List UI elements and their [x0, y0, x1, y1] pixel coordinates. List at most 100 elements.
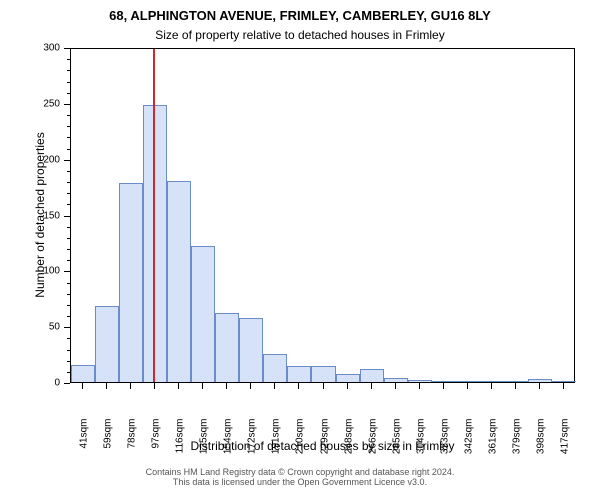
x-tick — [130, 383, 131, 389]
y-minor-tick — [67, 193, 70, 194]
bar — [263, 354, 287, 382]
x-tick-label: 398sqm — [535, 419, 546, 469]
y-tick-label: 100 — [30, 266, 60, 277]
x-tick — [250, 383, 251, 389]
y-minor-tick — [67, 182, 70, 183]
y-minor-tick — [67, 59, 70, 60]
x-tick-label: 210sqm — [295, 419, 306, 469]
y-tick-label: 0 — [30, 378, 60, 389]
bar — [287, 366, 311, 382]
x-tick — [515, 383, 516, 389]
x-tick-label: 323sqm — [439, 419, 450, 469]
bar — [336, 374, 360, 382]
x-tick-label: 191sqm — [271, 419, 282, 469]
plot-area — [70, 48, 575, 383]
x-tick — [371, 383, 372, 389]
y-tick-label: 250 — [30, 98, 60, 109]
x-tick — [467, 383, 468, 389]
y-minor-tick — [67, 126, 70, 127]
y-tick — [64, 104, 70, 105]
bar — [528, 379, 552, 382]
x-tick-label: 248sqm — [343, 419, 354, 469]
bar — [456, 381, 480, 382]
y-tick — [64, 216, 70, 217]
x-tick — [274, 383, 275, 389]
bar — [552, 381, 576, 382]
x-tick — [202, 383, 203, 389]
x-tick-label: 41sqm — [79, 419, 90, 469]
x-tick — [347, 383, 348, 389]
x-tick-label: 379sqm — [511, 419, 522, 469]
y-minor-tick — [67, 260, 70, 261]
y-minor-tick — [67, 316, 70, 317]
y-minor-tick — [67, 350, 70, 351]
x-tick-label: 154sqm — [223, 419, 234, 469]
x-tick — [106, 383, 107, 389]
y-minor-tick — [67, 149, 70, 150]
y-minor-tick — [67, 93, 70, 94]
chart-title: 68, ALPHINGTON AVENUE, FRIMLEY, CAMBERLE… — [0, 8, 600, 23]
chart-subtitle: Size of property relative to detached ho… — [0, 28, 600, 42]
x-tick — [491, 383, 492, 389]
x-tick — [539, 383, 540, 389]
footer-credit: Contains HM Land Registry data © Crown c… — [0, 467, 600, 487]
bar — [432, 381, 456, 382]
y-minor-tick — [67, 283, 70, 284]
bar — [95, 306, 119, 382]
x-tick — [563, 383, 564, 389]
y-minor-tick — [67, 227, 70, 228]
y-minor-tick — [67, 338, 70, 339]
x-tick-label: 97sqm — [151, 419, 162, 469]
bar — [71, 365, 95, 382]
y-minor-tick — [67, 361, 70, 362]
x-tick-label: 59sqm — [103, 419, 114, 469]
x-tick-label: 342sqm — [463, 419, 474, 469]
y-minor-tick — [67, 171, 70, 172]
x-tick-label: 285sqm — [391, 419, 402, 469]
x-tick-label: 361sqm — [487, 419, 498, 469]
bar — [119, 183, 143, 382]
y-minor-tick — [67, 249, 70, 250]
bar — [143, 105, 167, 382]
y-minor-tick — [67, 82, 70, 83]
x-tick — [419, 383, 420, 389]
y-minor-tick — [67, 204, 70, 205]
x-tick-label: 172sqm — [247, 419, 258, 469]
x-tick — [154, 383, 155, 389]
y-tick — [64, 383, 70, 384]
y-minor-tick — [67, 305, 70, 306]
bar — [215, 313, 239, 382]
bar — [360, 369, 384, 382]
x-tick-label: 417sqm — [559, 419, 570, 469]
y-tick-label: 200 — [30, 154, 60, 165]
y-tick-label: 300 — [30, 43, 60, 54]
y-minor-tick — [67, 137, 70, 138]
y-tick-label: 150 — [30, 210, 60, 221]
x-tick — [323, 383, 324, 389]
x-tick — [395, 383, 396, 389]
y-minor-tick — [67, 238, 70, 239]
x-tick — [443, 383, 444, 389]
x-tick — [226, 383, 227, 389]
y-tick — [64, 327, 70, 328]
x-tick-label: 304sqm — [415, 419, 426, 469]
plot-inner — [71, 49, 574, 382]
bar — [504, 381, 528, 382]
y-tick-label: 50 — [30, 322, 60, 333]
y-minor-tick — [67, 372, 70, 373]
bar — [408, 380, 432, 382]
y-minor-tick — [67, 294, 70, 295]
bar — [239, 318, 263, 382]
y-tick — [64, 271, 70, 272]
x-tick-label: 135sqm — [199, 419, 210, 469]
bar — [480, 381, 504, 382]
y-tick — [64, 48, 70, 49]
bar — [167, 181, 191, 382]
y-tick — [64, 160, 70, 161]
bar — [311, 366, 335, 382]
x-tick — [178, 383, 179, 389]
y-minor-tick — [67, 115, 70, 116]
x-tick-label: 116sqm — [175, 419, 186, 469]
bar — [191, 246, 215, 382]
marker-line — [153, 49, 155, 382]
